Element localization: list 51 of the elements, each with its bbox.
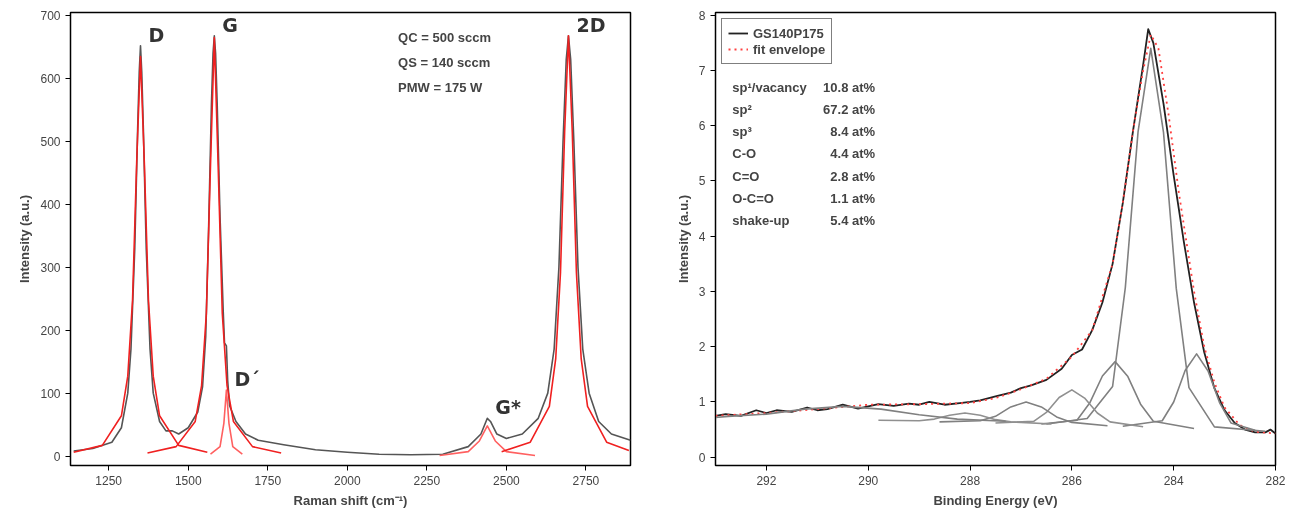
text: sp¹/vacancy 10.8 at%: [732, 79, 876, 95]
y-tick-label: 500: [40, 134, 61, 149]
y-tick-label: 5: [698, 174, 706, 189]
y-tick-label: 300: [40, 260, 61, 275]
x-axis-title: Raman shift (cm⁻¹): [293, 492, 408, 508]
y-tick-label: 0: [53, 449, 61, 464]
x-tick-label: 292: [756, 473, 777, 488]
annotation: QS = 140 sccm: [398, 54, 491, 70]
text: O-C=O 1.1 at%: [732, 190, 876, 206]
y-tick-label: 7: [698, 64, 706, 79]
x-tick-label: 1250: [95, 473, 123, 488]
x-axis-title: Binding Energy (eV): [933, 492, 1058, 508]
text: C-O 4.4 at%: [732, 146, 876, 162]
x-tick-label: 2500: [493, 473, 521, 488]
annotation: D´: [234, 368, 260, 390]
x-tick-label: 2000: [333, 473, 361, 488]
annotation: G*: [495, 396, 521, 419]
x-tick-label: 2750: [572, 473, 600, 488]
y-tick-label: 100: [40, 386, 61, 401]
y-tick-label: 700: [40, 9, 61, 24]
y-tick-label: 3: [698, 284, 706, 299]
y-tick-label: 0: [698, 450, 706, 465]
text: shake-up 5.4 at%: [732, 212, 876, 228]
y-tick-label: 4: [698, 229, 706, 244]
x-tick-label: 284: [1163, 473, 1185, 488]
x-tick-label: 2250: [413, 473, 441, 488]
annotation: D: [148, 23, 165, 46]
text: C=O 2.8 at%: [732, 168, 876, 184]
annotation: QC = 500 sccm: [398, 29, 491, 45]
text: sp³ 8.4 at%: [732, 124, 876, 140]
x-tick-label: 288: [960, 473, 981, 488]
text: sp² 67.2 at%: [732, 101, 876, 117]
x-tick-label: 282: [1265, 473, 1286, 488]
y-tick-label: 600: [40, 72, 61, 87]
annotation: PMW = 175 W: [398, 79, 483, 95]
y-tick-label: 400: [40, 197, 61, 212]
x-tick-label: 1500: [174, 473, 202, 488]
y-axis-title: Intensity (a.u.): [675, 194, 691, 284]
y-axis-title: Intensity (a.u.): [17, 194, 33, 284]
y-tick-label: 8: [698, 8, 706, 23]
y-tick-label: 200: [40, 323, 61, 338]
annotation: 2D: [576, 13, 606, 36]
legend-label: GS140P175: [753, 25, 824, 41]
x-tick-label: 1750: [254, 473, 282, 488]
y-tick-label: 2: [698, 340, 706, 355]
y-tick-label: 6: [698, 119, 706, 134]
y-tick-label: 1: [698, 395, 706, 410]
x-tick-label: 286: [1061, 473, 1083, 488]
x-tick-label: 290: [858, 473, 879, 488]
legend-label: fit envelope: [753, 41, 826, 57]
annotation: G: [222, 13, 238, 36]
